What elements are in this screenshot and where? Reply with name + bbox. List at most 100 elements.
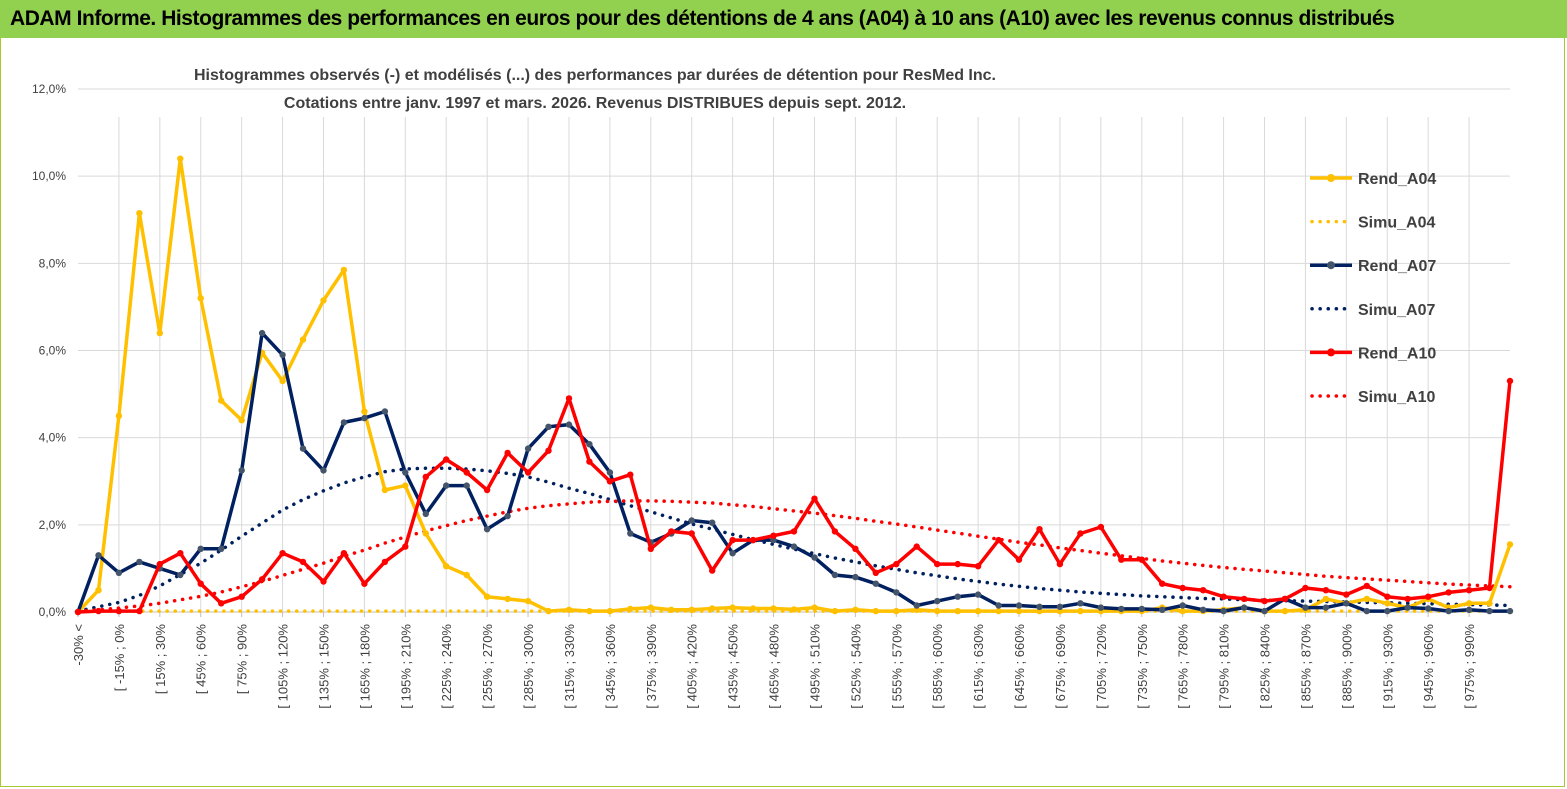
rend-a04-point [1281,607,1289,615]
rend-a10-point [1302,584,1309,592]
x-tick-label: [ 705% ; 720% [1094,624,1109,709]
rend-a04-point [647,604,654,611]
x-tick-label: [ 855% ; 870% [1298,624,1313,709]
rend-a10-point [443,456,450,463]
x-tick-label: [ 315% ; 330% [562,624,577,709]
rend-a10-point [1159,580,1166,587]
rend-a04-point [1015,607,1023,615]
x-tick-label: [ 765% ; 780% [1176,624,1191,709]
rend-a04-point [361,408,368,415]
rend-a10-point [340,550,348,557]
rend-a04-point [156,329,163,337]
rend-a10-point [893,560,900,568]
rend-a10-point [586,458,593,465]
rend-a10-point [606,478,614,485]
y-tick-label: 2,0% [39,518,67,532]
rend-a10-point [136,607,143,615]
rend-a10-point [1343,591,1350,598]
rend-a10-point [156,560,163,568]
x-tick-label: [ 675% ; 690% [1053,624,1068,709]
rend-a04-point [565,606,573,613]
x-tick-label: [ 885% ; 900% [1339,624,1354,709]
x-tick-label: -30% < [71,624,86,666]
rend-a10-point [1097,523,1105,531]
rend-a04-point [422,530,429,537]
rend-a04-point [197,295,204,302]
rend-a10-point [524,469,532,476]
legend-marker [1327,261,1335,270]
rend-a10-point [1506,377,1514,385]
rend-a04-point [1322,595,1330,603]
legend-marker [1327,348,1335,357]
legend-item-simu-a07: Simu_A07 [1310,302,1435,319]
rend-a10-point [381,558,389,566]
rend-a10-point [1077,530,1084,537]
rend-a10-point [361,580,368,587]
rend-a04-point [218,397,225,404]
rend-a07-point [1118,605,1125,613]
rend-a10-point [1179,584,1186,592]
legend-label: Simu_A10 [1358,389,1435,406]
rend-a04-point [1384,600,1391,607]
legend-label: Rend_A10 [1358,345,1436,362]
rend-a07-point [197,545,204,552]
rend-a04-point [954,607,961,615]
simu-a07-line [76,466,1512,613]
rend-a04-point [299,336,307,343]
rend-a07-point [1015,602,1023,609]
x-tick-label: [ 75% ; 90% [235,624,250,695]
rend-a10-point [790,528,798,535]
rend-a10-point [1322,587,1330,594]
rend-a04-point [995,607,1002,615]
rend-a10-point [463,469,470,476]
x-tick-label: [ 975% ; 990% [1462,624,1477,709]
rend-a10-point [852,545,859,552]
rend-a07-point [1486,607,1493,615]
rend-a04-point [729,604,736,611]
x-tick-label: [ 405% ; 420% [685,624,700,709]
x-tick-label: [ 735% ; 750% [1135,624,1150,709]
rend-a07-point [402,469,409,476]
legend-item-rend-a04: Rend_A04 [1310,171,1436,188]
series-rend-a04 [74,155,1514,616]
rend-a10-point [1486,584,1493,592]
series-simu-a10 [76,499,1512,613]
rend-a10-point [831,528,839,535]
report-title: ADAM Informe. Histogrammes des performan… [10,7,1395,30]
rend-a04-point [974,607,982,615]
rend-a07-point [831,571,839,579]
x-tick-label: [ 225% ; 240% [439,624,454,709]
rend-a07-point [115,569,123,576]
x-tick-label: [ 795% ; 810% [1217,624,1232,709]
rend-a10-point [1056,560,1064,568]
rend-a10-point [218,600,225,607]
rend-a07-point [770,536,777,544]
x-tick-label: [ 945% ; 960% [1421,624,1436,709]
rend-a10-point [974,563,982,570]
rend-a04-point [668,606,675,613]
rend-a07-point [463,482,470,489]
y-tick-label: 0,0% [39,605,67,619]
rend-a10-point [954,560,961,568]
rend-a07-point [1240,604,1248,611]
rend-a10-point [258,576,266,583]
gridlines [78,88,1510,612]
rend-a10-point [279,550,286,557]
rend-a04-point [545,607,552,615]
chart-title-line-2: Cotations entre janv. 1997 et mars. 2026… [284,95,906,112]
rend-a07-point [1465,606,1473,613]
rend-a07-point [177,571,184,579]
x-tick-label: [ 525% ; 540% [848,624,863,709]
rend-a04-point [320,297,327,304]
rend-a04-point [443,563,450,570]
legend: Rend_A04 Simu_A04 Rend_A07 Simu_A07 Rend_A10… [1310,171,1436,406]
rend-a10-point [402,543,409,550]
rend-a07-point [524,445,532,452]
rend-a04-point [749,605,757,612]
y-tick-label: 6,0% [39,344,67,358]
x-tick-label: [ 495% ; 510% [807,624,822,709]
rend-a10-point [1384,593,1391,600]
rend-a10-point [565,395,573,402]
rend-a04-point [893,607,900,615]
rend-a10-point [1445,589,1452,596]
